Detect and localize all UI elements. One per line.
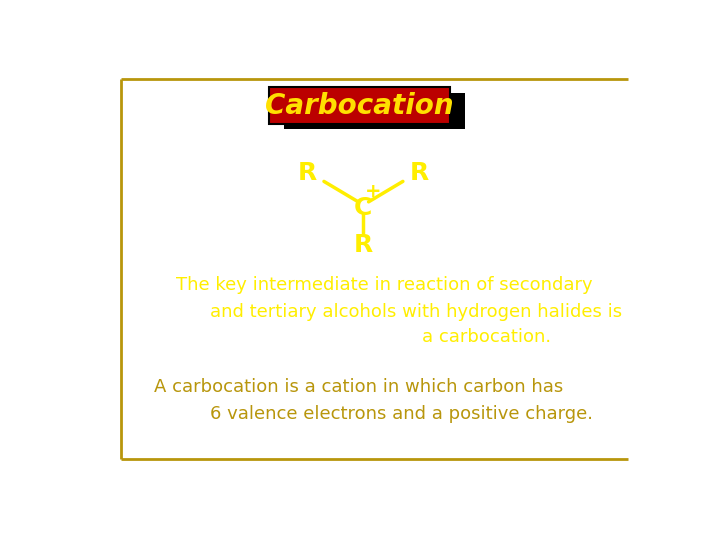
Text: A carbocation is a cation in which carbon has: A carbocation is a cation in which carbo…	[154, 378, 564, 396]
FancyBboxPatch shape	[284, 93, 465, 129]
Text: The key intermediate in reaction of secondary: The key intermediate in reaction of seco…	[176, 276, 593, 294]
Text: +: +	[365, 182, 382, 201]
Text: and tertiary alcohols with hydrogen halides is: and tertiary alcohols with hydrogen hali…	[210, 303, 622, 321]
FancyBboxPatch shape	[269, 87, 450, 124]
Text: a carbocation.: a carbocation.	[422, 328, 551, 346]
Text: R: R	[354, 233, 373, 257]
Text: Carbocation: Carbocation	[265, 92, 454, 119]
Text: R: R	[410, 161, 429, 185]
Text: R: R	[298, 161, 318, 185]
Text: C: C	[354, 196, 373, 220]
Text: 6 valence electrons and a positive charge.: 6 valence electrons and a positive charg…	[210, 405, 593, 423]
